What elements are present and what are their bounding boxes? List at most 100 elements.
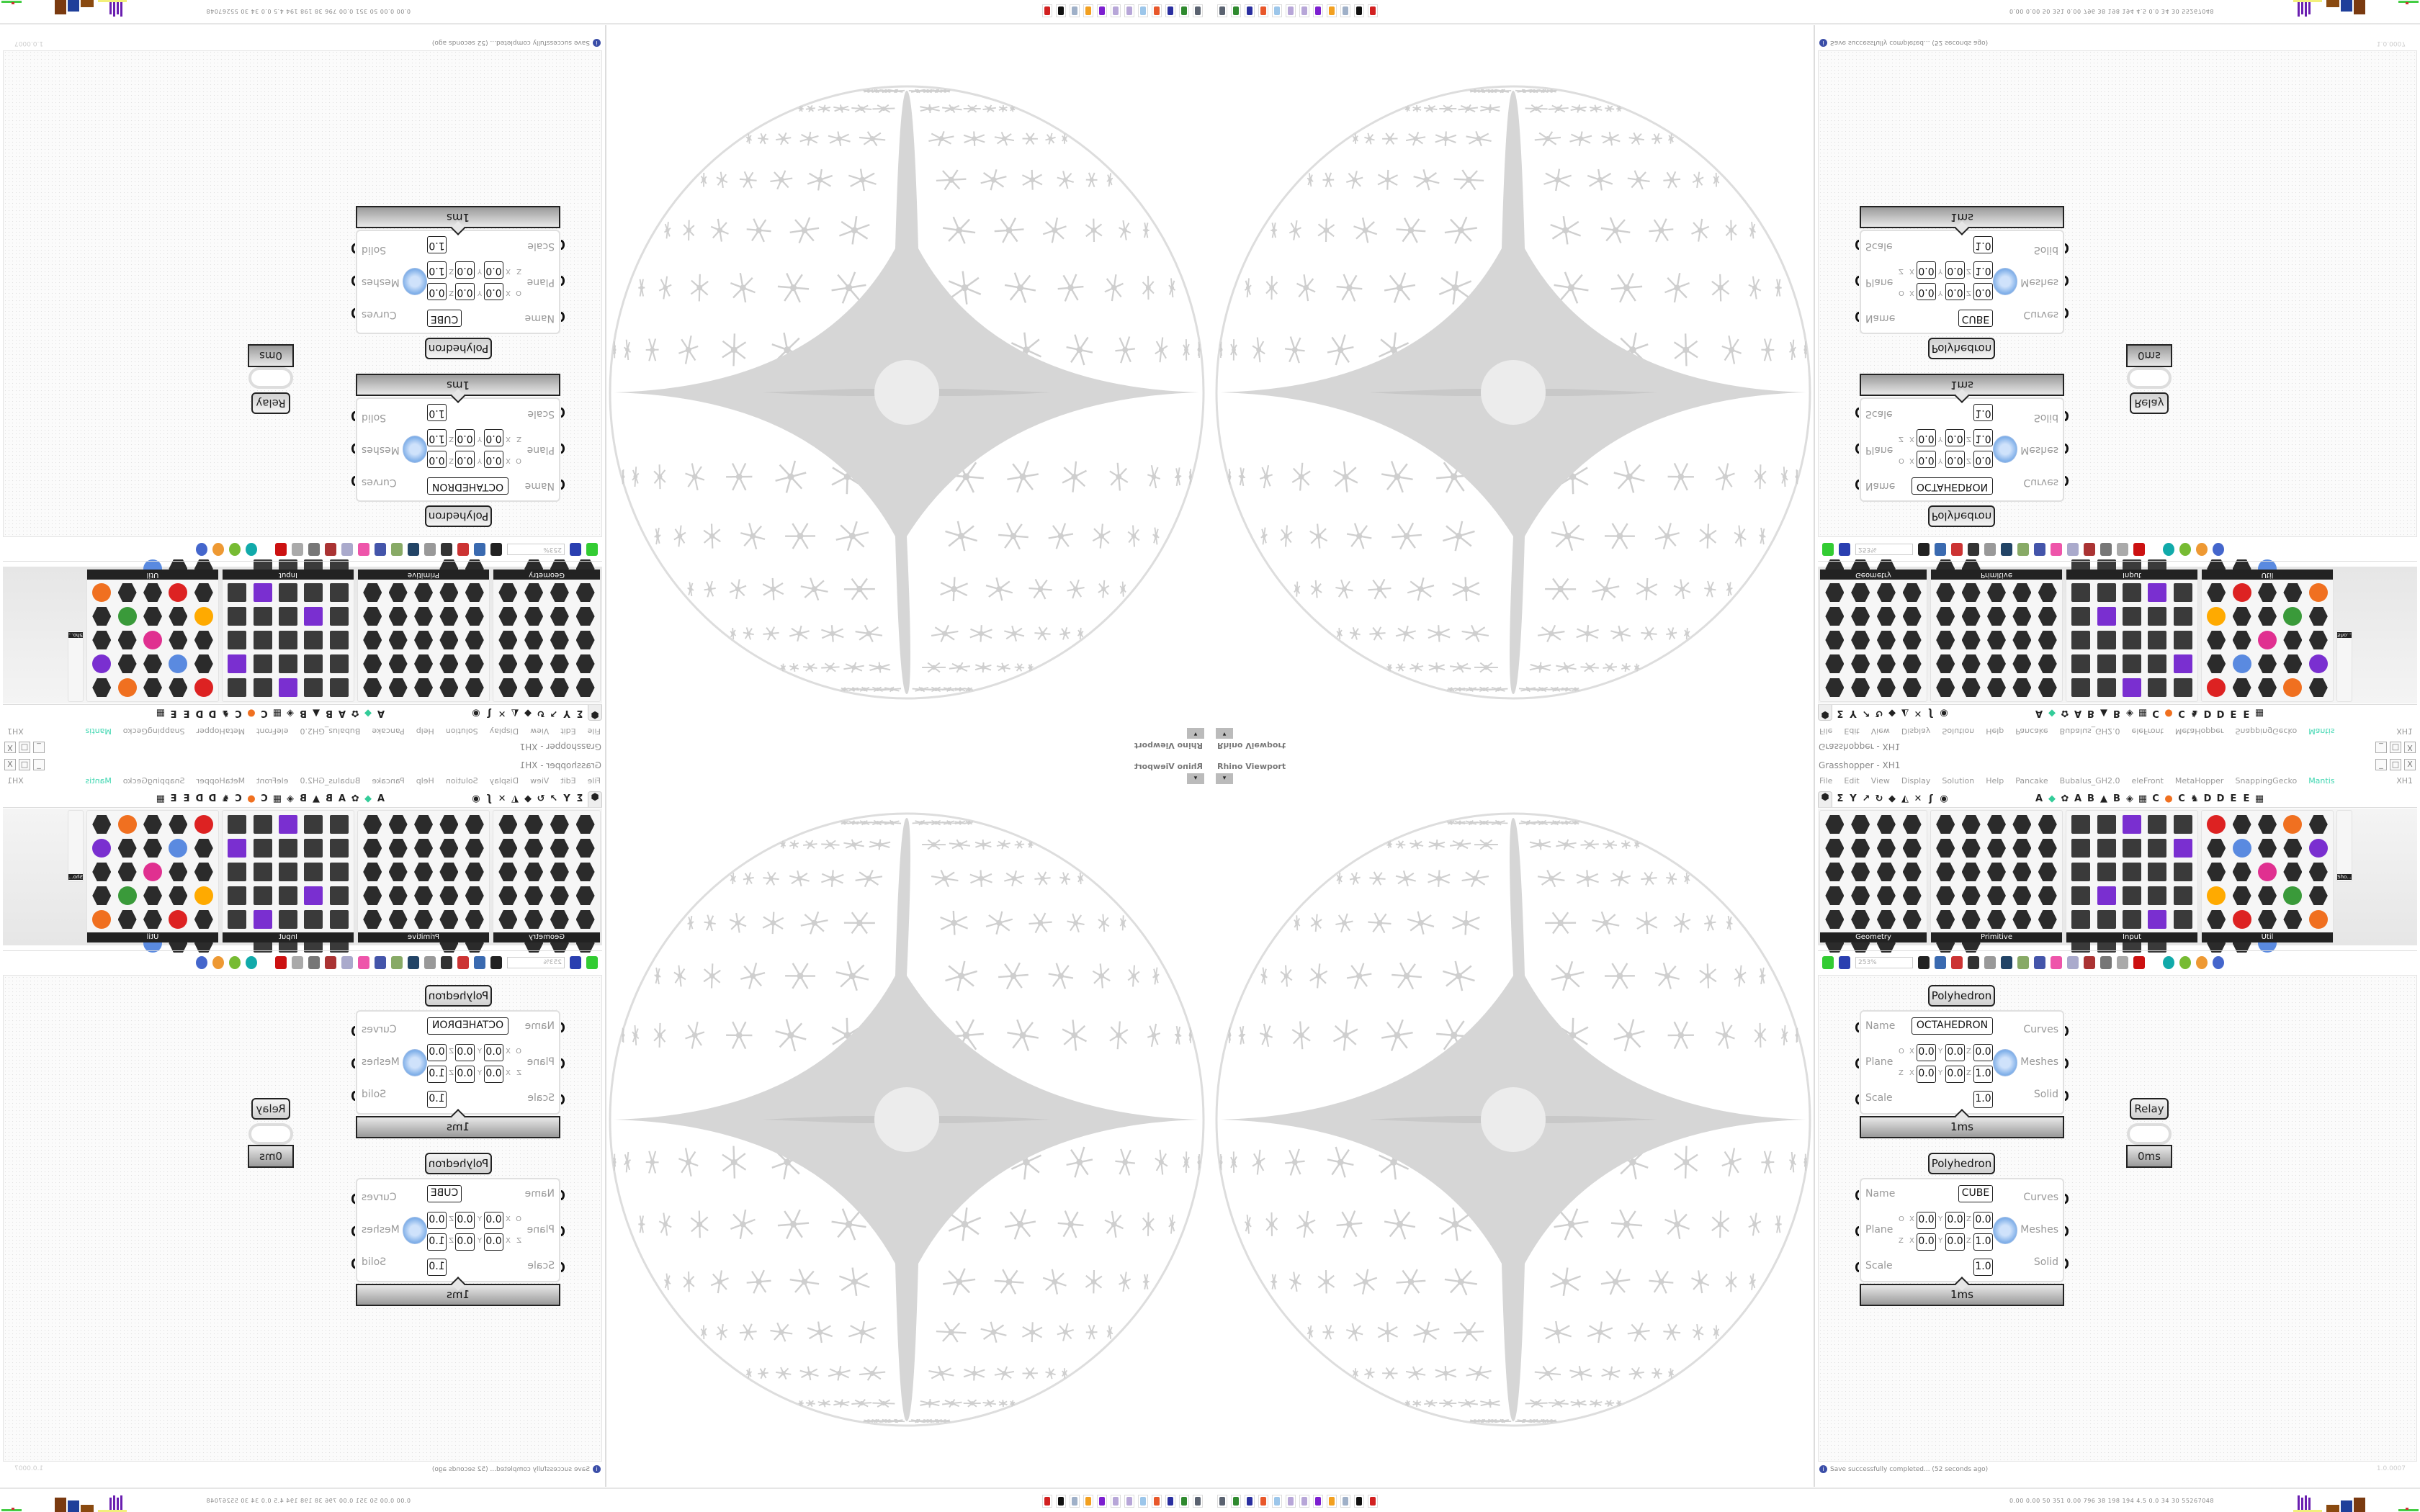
taskbar-app-icon[interactable] (1070, 4, 1080, 17)
polyhedron-component[interactable]: Name Plane Scale Curves Meshes Solid OCTAHEDRO… (1860, 397, 2064, 502)
polyhedron-component[interactable]: Name Plane Scale Curves Meshes Solid OCTAHEDRO… (356, 397, 560, 502)
component-icon[interactable] (2173, 815, 2192, 834)
input-port[interactable] (1855, 1190, 1859, 1200)
origin-value-box[interactable]: 0.0 (427, 1212, 447, 1229)
zaxis-value-box[interactable]: 0.0 (1917, 261, 1936, 279)
taskbar-app-icon[interactable] (1193, 1495, 1203, 1508)
export-icon[interactable] (2017, 955, 2029, 969)
taskbar-app-icon[interactable] (1245, 4, 1255, 17)
taskbar-app-icon[interactable] (1056, 1495, 1066, 1508)
component-icon[interactable] (2071, 910, 2091, 929)
menu-item-bubalusgh20[interactable]: Bubalus_GH2.0 (2059, 776, 2120, 786)
polyhedron-title[interactable]: Polyhedron (425, 985, 492, 1007)
taskbar-app-icon[interactable] (1327, 1495, 1337, 1508)
component-icon[interactable] (2122, 815, 2141, 834)
output-port[interactable] (2065, 1226, 2069, 1236)
open-file-icon[interactable] (1822, 955, 1834, 969)
maximize-button[interactable]: □ (2390, 759, 2401, 770)
polyhedron-title[interactable]: Polyhedron (1928, 985, 1995, 1007)
palette-category-label[interactable]: Util (2202, 932, 2333, 942)
input-port[interactable] (1855, 1262, 1859, 1272)
input-port[interactable] (557, 444, 565, 454)
taskbar-app-icon[interactable] (1354, 4, 1364, 17)
taskbar-app-icon[interactable] (1179, 4, 1189, 17)
component-icon[interactable] (2148, 910, 2167, 929)
polyhedron-title[interactable]: Polyhedron (425, 338, 492, 359)
taskbar-app-icon[interactable] (1313, 1495, 1323, 1508)
email-icon[interactable] (1984, 955, 1996, 969)
zaxis-value-box[interactable]: 0.0 (1917, 1066, 1936, 1083)
relay-title[interactable]: Relay (251, 1098, 290, 1120)
zaxis-value-box[interactable]: 0.0 (1917, 429, 1936, 446)
input-port[interactable] (557, 480, 565, 490)
tab-icon[interactable]: A (2035, 793, 2043, 804)
sketch-icon[interactable] (1951, 955, 1963, 969)
zaxis-value-box[interactable]: 1.0 (1973, 429, 1993, 446)
input-port[interactable] (1855, 1226, 1859, 1236)
component-icon[interactable] (2148, 886, 2167, 905)
name-value-box[interactable]: CUBE (1958, 1185, 1993, 1202)
component-icon[interactable] (2071, 886, 2091, 905)
polyhedron-title[interactable]: Polyhedron (425, 505, 492, 527)
name-value-box[interactable]: CUBE (427, 1185, 462, 1202)
preview-shaded-icon[interactable] (2100, 955, 2112, 969)
shape-icon[interactable] (2163, 955, 2174, 969)
input-port[interactable] (1855, 1058, 1859, 1068)
origin-value-box[interactable]: 0.0 (484, 1212, 503, 1229)
menu-item-snappinggecko[interactable]: SnappingGecko (2235, 776, 2298, 786)
preview-icon[interactable] (1935, 955, 1946, 969)
taskbar-app-icon[interactable] (1042, 1495, 1052, 1508)
origin-value-box[interactable]: 0.0 (427, 451, 447, 468)
taskbar-app-icon[interactable] (1083, 4, 1093, 17)
save-icon[interactable] (1839, 955, 1850, 969)
tab-icon[interactable]: B (2113, 793, 2120, 804)
taskbar-app-icon[interactable] (1165, 1495, 1175, 1508)
origin-value-box[interactable]: 0.0 (484, 451, 503, 468)
taskbar-app-icon[interactable] (1217, 1495, 1227, 1508)
scale-value-box[interactable]: 1.0 (427, 404, 447, 421)
tab-icon[interactable]: ʃ (1929, 793, 1933, 804)
menu-item-elefront[interactable]: eleFront (2131, 776, 2164, 786)
input-port[interactable] (557, 1094, 565, 1104)
zoom-extents-icon[interactable] (1918, 955, 1930, 969)
input-port[interactable] (1855, 1022, 1859, 1032)
taskbar-app-icon[interactable] (1217, 4, 1227, 17)
palette-category-label[interactable]: Geometry (1820, 932, 1927, 942)
origin-value-box[interactable]: 0.0 (1917, 451, 1936, 468)
component-icon[interactable] (2122, 886, 2141, 905)
scale-value-box[interactable]: 1.0 (1973, 1259, 1993, 1276)
taskbar-app-icon[interactable] (1124, 1495, 1134, 1508)
globe-icon[interactable] (2213, 955, 2224, 969)
tab-icon[interactable]: A (2074, 793, 2082, 804)
polyhedron-title[interactable]: Polyhedron (1928, 1153, 1995, 1174)
input-port[interactable] (557, 1022, 565, 1032)
tab-icon[interactable]: ● (2164, 793, 2173, 804)
zaxis-value-box[interactable]: 1.0 (1973, 1233, 1993, 1251)
input-port[interactable] (557, 408, 565, 418)
output-port[interactable] (2061, 476, 2069, 486)
input-port[interactable] (557, 1262, 565, 1272)
origin-value-box[interactable]: 0.0 (427, 1044, 447, 1061)
tab-icon[interactable]: ◉ (1940, 793, 1948, 804)
taskbar-app-icon[interactable] (1286, 1495, 1296, 1508)
output-port[interactable] (2061, 243, 2069, 253)
scale-value-box[interactable]: 1.0 (1973, 236, 1993, 253)
name-value-box[interactable]: OCTAHEDRON (427, 477, 508, 495)
viewport-dropdown[interactable]: ▾ (1187, 728, 1204, 739)
polyhedron-component[interactable]: Name Plane Scale Curves Meshes Solid CUBE O Z X 0.… (1860, 230, 2064, 334)
tab-icon[interactable]: ◈ (2126, 793, 2133, 804)
polyhedron-title[interactable]: Polyhedron (1928, 338, 1995, 359)
zaxis-value-box[interactable]: 0.0 (484, 261, 503, 279)
zaxis-value-box[interactable]: 1.0 (1973, 261, 1993, 279)
component-icon[interactable] (2283, 886, 2303, 905)
rhino-viewport-render[interactable] (1210, 785, 1814, 1487)
menu-item-edit[interactable]: Edit (1844, 776, 1860, 786)
polyhedron-component[interactable]: Name Plane Scale Curves Meshes Solid CUBE O Z X 0.… (1855, 1178, 2069, 1282)
taskbar-app-icon[interactable] (1286, 4, 1296, 17)
zaxis-value-box[interactable]: 0.0 (455, 261, 475, 279)
relay-node[interactable] (248, 1123, 293, 1145)
menu-item-view[interactable]: View (1870, 776, 1890, 786)
package-icon[interactable] (2051, 955, 2062, 969)
polyhedron-title[interactable]: Polyhedron (1928, 505, 1995, 527)
relay-node[interactable] (2127, 1123, 2172, 1145)
